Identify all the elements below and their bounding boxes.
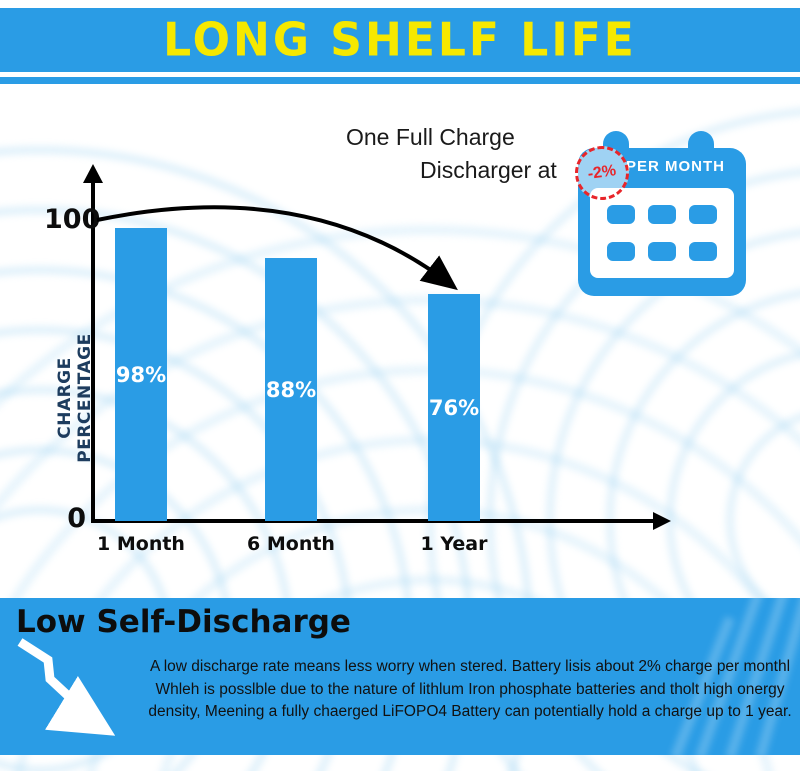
- calendar-day-cell: [689, 205, 718, 224]
- calendar-day-cell: [606, 205, 635, 224]
- calendar-grid: [590, 188, 734, 278]
- header-divider-stripe: [0, 77, 800, 84]
- footer-section: Low Self-Discharge A low discharge rate …: [0, 598, 800, 755]
- calendar-icon: PER MONTH -2%: [571, 128, 768, 303]
- bar-value-label: 88%: [265, 377, 317, 402]
- footer-heading: Low Self-Discharge: [16, 604, 351, 640]
- page-title: LONG SHELF LIFE: [163, 13, 637, 67]
- y-tick-0: 0: [67, 503, 86, 534]
- calendar-day-cell: [606, 242, 635, 261]
- x-tick-6-month: 6 Month: [247, 533, 335, 555]
- calendar-day-cell: [647, 242, 676, 261]
- header-banner: LONG SHELF LIFE: [0, 8, 800, 72]
- bar-value-label: 98%: [115, 362, 167, 387]
- y-axis-title: CHARGE PERCENTAGE: [55, 333, 95, 463]
- x-axis-arrowhead-icon: [653, 512, 671, 530]
- x-axis: [91, 519, 655, 523]
- x-tick-1-year: 1 Year: [420, 533, 488, 555]
- calendar-day-cell: [647, 205, 676, 224]
- annotation-line1: One Full Charge: [346, 124, 515, 150]
- discharge-rate-value: -2%: [586, 162, 618, 183]
- per-month-label: PER MONTH: [626, 158, 725, 175]
- annotation-line2: Discharger at: [420, 157, 557, 183]
- y-tick-100: 100: [44, 204, 101, 235]
- bar-6-month: 88%: [265, 258, 317, 521]
- y-axis: [91, 182, 95, 523]
- y-axis-arrowhead-icon: [83, 164, 103, 183]
- bar-1-month: 98%: [115, 228, 167, 521]
- calendar-day-cell: [689, 242, 718, 261]
- footer-body-text: A low discharge rate means less worry wh…: [148, 658, 792, 720]
- bar-value-label: 76%: [428, 395, 480, 420]
- bar-1-year: 76%: [428, 294, 480, 521]
- x-tick-1-month: 1 Month: [97, 533, 185, 555]
